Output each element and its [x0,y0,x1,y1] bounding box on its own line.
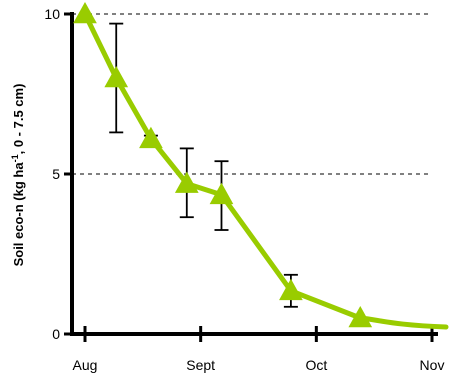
y-axis-title-main: Soil eco-n (kg ha [11,162,26,267]
y-axis-title: Soil eco-n (kg ha-1, 0 - 7.5 cm) [10,84,26,267]
x-tick-label: Oct [305,357,327,373]
y-axis: 0 5 10 [44,6,74,342]
x-tick-label: Aug [73,357,98,373]
series-markers [73,1,373,328]
x-tick-label: Sept [186,357,215,373]
x-axis: Aug Sept Oct Nov [70,326,444,373]
series-line [82,11,449,330]
x-tick-label: Nov [420,357,445,373]
triangle-marker [348,305,373,328]
y-axis-title-rest: , 0 - 7.5 cm) [11,84,26,155]
triangle-marker [209,182,234,205]
triangle-marker [174,171,199,193]
y-tick-label: 5 [52,166,60,182]
y-axis-title-superscript: -1 [10,154,20,162]
triangle-marker [279,278,303,301]
triangle-marker [104,65,129,88]
y-tick-label: 0 [52,326,60,342]
series-path [82,11,449,330]
triangle-marker [73,1,97,24]
triangle-marker [139,126,163,149]
gridlines [72,13,432,175]
y-tick-label: 10 [44,6,60,22]
